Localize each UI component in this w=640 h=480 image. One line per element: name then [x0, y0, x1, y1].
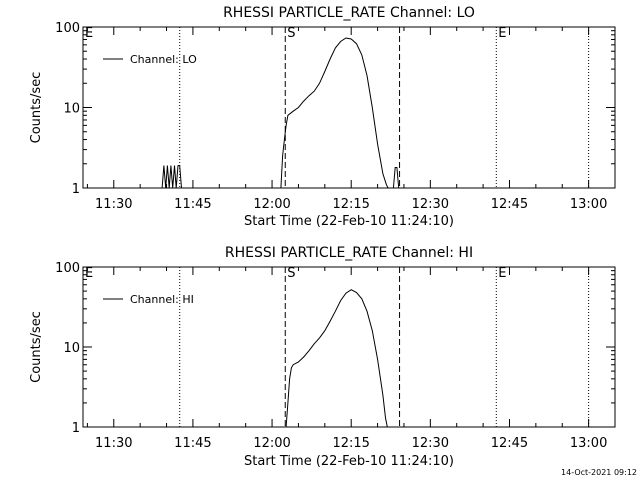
series-line-1 [161, 37, 400, 189]
y-tick-label: 1 [72, 182, 80, 197]
marker-label-S: S [287, 26, 295, 41]
chart-panel-2: RHESSI PARTICLE_RATE Channel: HI 11:30 11:… [29, 245, 616, 469]
x-tick-label: 13:00 [570, 197, 607, 212]
x-axis-label: Start Time (22-Feb-10 11:24:10) [244, 454, 454, 469]
y-axis-label: Counts/sec [29, 72, 44, 144]
x-tick-label: 11:30 [95, 436, 132, 451]
x-tick-label: 12:30 [412, 197, 449, 212]
marker-label-S: S [287, 266, 295, 281]
x-tick-label: 11:45 [174, 436, 211, 451]
x-tick-label: 12:15 [332, 197, 369, 212]
marker-label-E: E [498, 266, 506, 281]
x-tick-label: 12:45 [491, 436, 528, 451]
x-tick-label: 12:00 [253, 197, 290, 212]
y-tick-label: 100 [55, 261, 80, 276]
series-line-1 [285, 289, 388, 428]
y-tick-label: 10 [63, 102, 80, 117]
y-tick-label: 10 [63, 341, 80, 356]
x-tick-label: 12:45 [491, 197, 528, 212]
legend-entry: Channel: HI [130, 293, 194, 306]
legend-entry: Channel: LO [130, 53, 197, 66]
x-tick-label: 11:45 [174, 197, 211, 212]
x-tick-label: 13:00 [570, 436, 607, 451]
chart-panel-1: RHESSI PARTICLE_RATE Channel: LO 11:30 11:… [29, 5, 616, 229]
marker-label-E: E [85, 26, 93, 41]
x-tick-label: 12:15 [332, 436, 369, 451]
y-tick-label: 100 [55, 21, 80, 36]
chart-title: RHESSI PARTICLE_RATE Channel: HI [225, 245, 473, 261]
x-tick-label: 12:30 [412, 436, 449, 451]
chart-title: RHESSI PARTICLE_RATE Channel: LO [223, 5, 475, 21]
x-tick-label: 11:30 [95, 197, 132, 212]
marker-label-E: E [85, 266, 93, 281]
x-tick-label: 12:00 [253, 436, 290, 451]
x-axis-label: Start Time (22-Feb-10 11:24:10) [244, 214, 454, 229]
y-axis-label: Counts/sec [29, 311, 44, 383]
y-tick-label: 1 [72, 421, 80, 436]
marker-label-E: E [498, 26, 506, 41]
